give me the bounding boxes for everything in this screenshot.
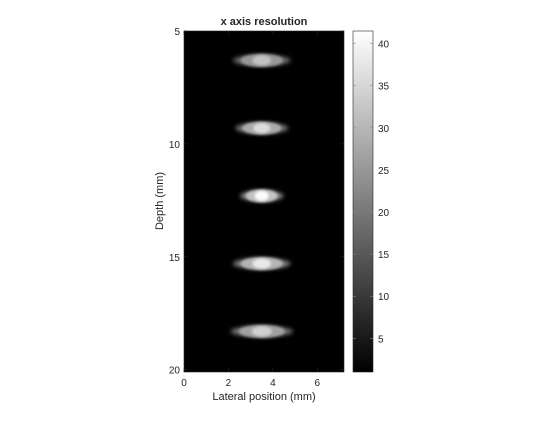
colorbar-tick-label: 10 [378, 292, 390, 303]
image-targets [230, 53, 293, 338]
target-blob-5 [230, 324, 293, 338]
x-tick-label: 6 [315, 378, 321, 389]
y-axis-label: Depth (mm) [154, 172, 166, 230]
target-blob-2 [235, 121, 289, 135]
colorbar-ticks: 5 10 15 20 25 30 35 40 [353, 40, 390, 345]
y-tick-label: 15 [169, 253, 181, 264]
plot-area [183, 30, 345, 373]
x-tick-label: 4 [270, 378, 276, 389]
blob-core [252, 258, 272, 269]
y-axis: 5 10 15 20 [169, 27, 344, 377]
y-tick-label: 20 [169, 366, 181, 377]
blob-core [251, 326, 272, 337]
x-axis-label: Lateral position (mm) [212, 391, 315, 403]
colorbar-tick-label: 15 [378, 250, 390, 261]
colorbar-gradient [352, 30, 374, 373]
colorbar-tick-label: 35 [378, 82, 390, 93]
y-tick-label: 5 [174, 27, 180, 38]
target-blob-4 [232, 257, 291, 271]
colorbar-tick-label: 40 [378, 40, 390, 51]
colorbar-tick-label: 25 [378, 166, 390, 177]
colorbar-tick-label: 5 [378, 334, 384, 345]
target-blob-3 [240, 189, 284, 203]
blob-core [254, 190, 269, 201]
chart-title: x axis resolution [221, 16, 308, 28]
blob-core [253, 123, 271, 134]
colorbar: 5 10 15 20 25 30 35 40 [352, 30, 390, 373]
target-blob-1 [232, 53, 291, 67]
colorbar-tick-label: 30 [378, 124, 390, 135]
x-axis: 0 2 4 6 [181, 31, 321, 389]
x-tick-label: 2 [226, 378, 232, 389]
colorbar-tick-label: 20 [378, 208, 390, 219]
x-tick-label: 0 [181, 378, 187, 389]
y-tick-label: 10 [169, 140, 181, 151]
plot-frame [183, 30, 345, 373]
blob-core [252, 55, 272, 66]
